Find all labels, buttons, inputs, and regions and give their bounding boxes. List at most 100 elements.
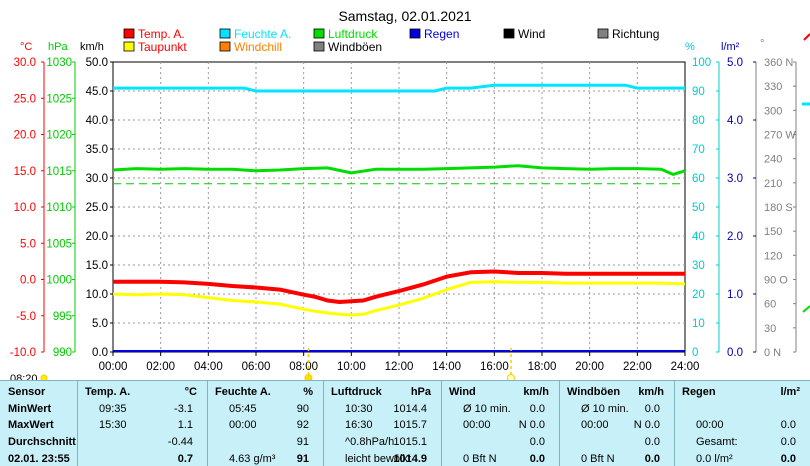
sun-marker-dot <box>304 374 313 380</box>
tick-label: 270 W <box>764 130 796 142</box>
table-value: 0.0 <box>644 453 660 465</box>
table-value: 0.0 <box>780 436 796 448</box>
table-divider <box>559 381 560 466</box>
tick-label: 3.0 <box>727 173 743 185</box>
table-header-unit: km/h <box>523 386 549 398</box>
tick-label: 08:00 <box>289 361 318 373</box>
tick-label: 35.0 <box>86 144 108 156</box>
table-value: -0.44 <box>167 436 193 448</box>
edge-fragment <box>803 33 810 41</box>
table-value: 0.0 <box>529 436 545 448</box>
tick-label: 14:00 <box>432 361 461 373</box>
tick-label: 1000 <box>46 275 72 287</box>
tick-label: 30 <box>764 323 776 335</box>
legend-entry: Luftdruck <box>328 27 378 41</box>
table-value: 91 <box>296 436 309 448</box>
table-header: Luftdruck <box>331 386 382 398</box>
tick-label: 12:00 <box>385 361 414 373</box>
table-header: Temp. A. <box>85 386 131 398</box>
series-line-luftdruck <box>112 164 686 176</box>
legend-entry: Temp. A. <box>138 27 185 41</box>
legend-swatch <box>313 28 325 39</box>
table-cell: 09:35 <box>99 403 127 415</box>
weather-chart: Samstag, 02.01.2021 Temp. A. Feuchte A. Luf… <box>10 8 810 380</box>
tick-label: 0 <box>692 347 698 359</box>
series-line-taupunkt <box>112 280 686 317</box>
legend-entry: Regen <box>424 27 459 41</box>
tick-label: 360 N <box>764 57 793 69</box>
tick-label: 300 <box>764 105 782 117</box>
legend-swatch <box>123 28 135 39</box>
tick-label: 1005 <box>46 238 72 250</box>
table-cell: 00:00 <box>581 419 609 431</box>
table-cell: 0.0 l/m² <box>696 453 733 465</box>
tick-label: 06:00 <box>242 361 271 373</box>
legend-entry: Windböen <box>328 40 382 54</box>
table-header-unit: l/m² <box>780 386 800 398</box>
table-divider <box>77 381 78 466</box>
table-cell: 00:00 <box>696 419 724 431</box>
legend-entry: Wind <box>518 27 545 41</box>
table-value: 90 <box>296 403 309 415</box>
tick-label: 990 <box>53 347 72 359</box>
tick-label: 1025 <box>46 93 72 105</box>
tick-label: 20 <box>692 289 705 301</box>
tick-label: 240 <box>764 154 782 166</box>
rain-axis-unit: l/m² <box>721 41 740 53</box>
table-cell: ^0.8hPa/h <box>345 436 395 448</box>
time-label: 08:20 <box>10 373 38 380</box>
tick-label: 15.0 <box>14 166 36 178</box>
table-value: 92 <box>296 419 309 431</box>
tick-label: 22:00 <box>623 361 652 373</box>
tick-label: 30 <box>692 260 705 272</box>
legend-swatch <box>219 41 231 52</box>
tick-label: 4.0 <box>727 115 743 127</box>
tick-label: 2.0 <box>727 231 743 243</box>
tick-label: 18:00 <box>528 361 557 373</box>
chart-title: Samstag, 02.01.2021 <box>338 8 471 24</box>
tick-label: 20.0 <box>14 130 36 142</box>
table-value: 0.0 <box>644 403 660 415</box>
tick-label: 180 S <box>764 202 793 214</box>
table-header: Feuchte A. <box>215 386 271 398</box>
tick-label: 04:00 <box>194 361 223 373</box>
tick-label: 90 <box>692 86 705 98</box>
tick-label: 1.0 <box>727 289 743 301</box>
legend-entry: Windchill <box>234 40 282 54</box>
tick-label: 40 <box>692 231 705 243</box>
table-divider <box>323 381 324 466</box>
series-line-temp-a- <box>113 269 685 304</box>
tick-label: 15.0 <box>86 260 108 272</box>
table-cell: 0 Bft N <box>581 453 615 465</box>
legend-entry: Feuchte A. <box>234 27 291 41</box>
tick-label: 10:00 <box>337 361 366 373</box>
series-line-feuchte-a- <box>113 83 685 93</box>
sun-marker-dot <box>507 374 516 380</box>
table-header-unit: °C <box>184 386 197 398</box>
table-divider <box>207 381 208 466</box>
tick-label: 30.0 <box>86 173 108 185</box>
tick-label: 120 <box>764 250 782 262</box>
table-cell: 00:00 <box>463 419 491 431</box>
table-header-unit: km/h <box>638 386 664 398</box>
legend-swatch <box>503 28 515 39</box>
tick-label: 0.0 <box>727 347 743 359</box>
tick-label: 20.0 <box>86 231 108 243</box>
table-value: 0.0 <box>529 403 545 415</box>
tick-label: 5.0 <box>20 238 36 250</box>
tick-label: 60 <box>764 299 776 311</box>
table-value: 1014.4 <box>393 403 427 415</box>
tick-label: 10.0 <box>86 289 108 301</box>
table-row-label: 02.01. 23:55 <box>8 453 70 465</box>
tick-label: 5.0 <box>727 57 743 69</box>
tick-label: 0.0 <box>92 347 108 359</box>
table-value: 1015.1 <box>393 436 427 448</box>
table-value: N 0.0 <box>633 419 660 431</box>
table-value: 1.1 <box>177 419 193 431</box>
tick-label: 00:00 <box>99 361 128 373</box>
temp-axis-unit: °C <box>20 41 32 53</box>
table-cell: 05:45 <box>229 403 257 415</box>
table-value: 0.0 <box>780 419 796 431</box>
tick-label: 10 <box>692 318 705 330</box>
tick-label: 02:00 <box>146 361 175 373</box>
